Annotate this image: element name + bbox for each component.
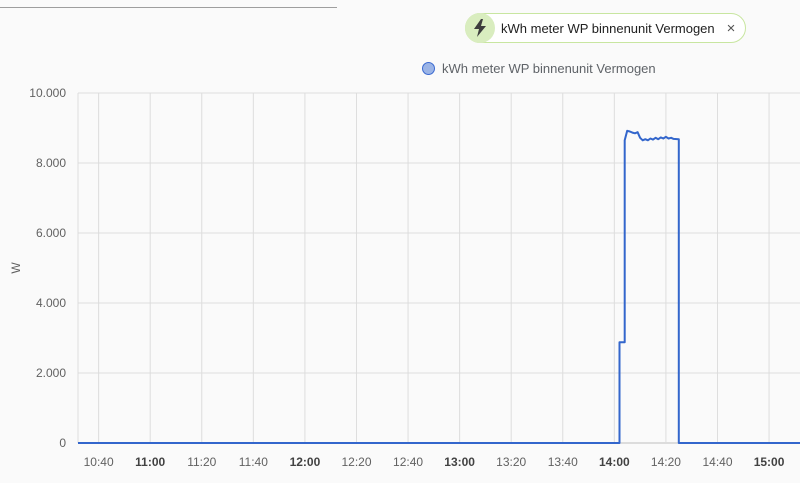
close-icon[interactable]: ×: [726, 19, 736, 37]
y-tick-label: 6.000: [36, 226, 66, 240]
legend-label: kWh meter WP binnenunit Vermogen: [442, 60, 656, 76]
x-tick-label: 14:40: [702, 455, 732, 469]
x-tick-label: 11:00: [135, 455, 165, 469]
y-tick-label: 10.000: [29, 86, 66, 100]
x-tick-label: 14:20: [651, 455, 681, 469]
x-tick-label: 10:40: [84, 455, 114, 469]
x-tick-label: 13:40: [548, 455, 578, 469]
y-axis-ticks: 10.000 8.000 6.000 4.000 2.000 0: [29, 86, 66, 450]
x-tick-label: 11:20: [187, 455, 216, 469]
y-axis-label: W: [9, 262, 23, 274]
y-tick-label: 0: [59, 436, 66, 450]
x-tick-label: 12:40: [393, 455, 423, 469]
y-tick-label: 2.000: [36, 366, 66, 380]
x-tick-label: 14:00: [599, 455, 630, 469]
chip-label: kWh meter WP binnenunit Vermogen: [501, 20, 715, 36]
y-tick-label: 8.000: [36, 156, 66, 170]
x-tick-label: 12:00: [290, 455, 321, 469]
lightning-bolt-icon: [465, 13, 495, 43]
legend-swatch: [422, 61, 435, 75]
chart-legend-item[interactable]: kWh meter WP binnenunit Vermogen: [422, 59, 656, 77]
x-axis-ticks: 10:40 11:00 11:20 11:40 12:00 12:20 12:40 13:00…: [84, 455, 785, 469]
x-tick-label: 13:00: [444, 455, 475, 469]
series-line: [78, 129, 800, 444]
x-tick-label: 13:20: [496, 455, 526, 469]
x-tick-label: 15:00: [754, 455, 785, 469]
top-divider: [0, 7, 337, 8]
x-tick-label: 12:20: [341, 455, 371, 469]
x-tick-label: 11:40: [239, 455, 268, 469]
y-tick-label: 4.000: [36, 296, 66, 310]
entity-filter-chip[interactable]: kWh meter WP binnenunit Vermogen ×: [465, 13, 747, 43]
chart-grid: [77, 92, 800, 444]
